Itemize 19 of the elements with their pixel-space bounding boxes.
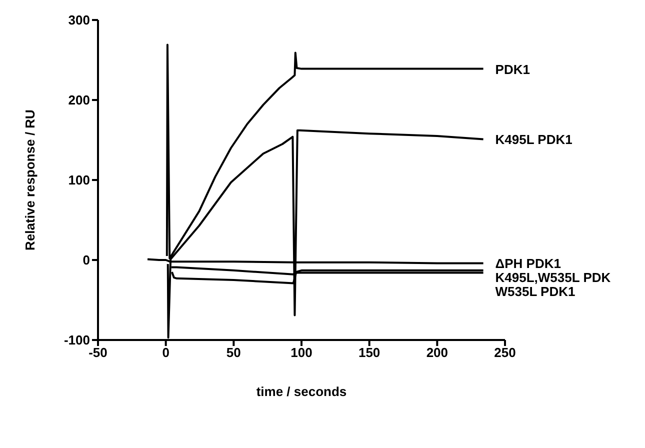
- y-axis-title: Relative response / RU: [22, 110, 38, 250]
- x-tick-label: 200: [426, 345, 448, 360]
- x-tick-label: 100: [290, 345, 312, 360]
- y-tick-label: 200: [68, 92, 90, 108]
- series-label: K495L,W535L PDK: [495, 270, 612, 286]
- series-label: ΔPH PDK1: [495, 256, 561, 272]
- y-tick-label: -100: [64, 332, 90, 348]
- x-axis-title: time / seconds: [256, 384, 347, 399]
- series-label: W535L PDK1: [495, 284, 576, 300]
- x-tick-label: 250: [494, 345, 516, 360]
- y-tick-label: 0: [82, 252, 90, 268]
- x-tick-label: 150: [358, 345, 380, 360]
- y-tick-label: 300: [68, 12, 90, 28]
- x-tick-label: 50: [226, 345, 241, 360]
- series-label: K495L PDK1: [495, 132, 572, 148]
- series-label: PDK1: [495, 62, 530, 77]
- y-tick-label: 100: [68, 172, 90, 188]
- x-tick-label: -50: [88, 345, 108, 360]
- x-tick-label: 0: [162, 345, 170, 360]
